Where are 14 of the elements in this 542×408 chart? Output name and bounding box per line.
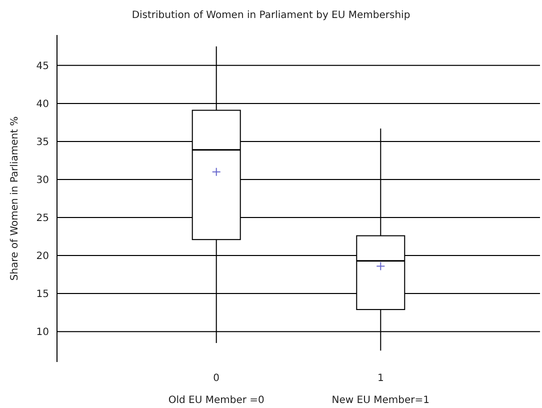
- y-tick-label: 30: [36, 175, 49, 186]
- x-tick-label: 1: [377, 373, 384, 384]
- y-tick-label: 25: [36, 213, 49, 224]
- chart-title: Distribution of Women in Parliament by EU Membership: [130, 10, 412, 21]
- y-tick-label: 40: [36, 98, 49, 110]
- text: Old EU Member =0: [168, 395, 264, 406]
- y-axis-title: Share of Women in Parliament %: [10, 116, 21, 281]
- y-tick-label: 35: [36, 137, 49, 148]
- text: New EU Member=1: [332, 395, 430, 406]
- y-tick-label: 10: [36, 327, 49, 338]
- y-tick-label: 20: [36, 251, 49, 262]
- y-tick-label: 45: [36, 60, 49, 72]
- x-tick-label: 0: [213, 373, 220, 384]
- y-tick-label: 15: [36, 289, 49, 300]
